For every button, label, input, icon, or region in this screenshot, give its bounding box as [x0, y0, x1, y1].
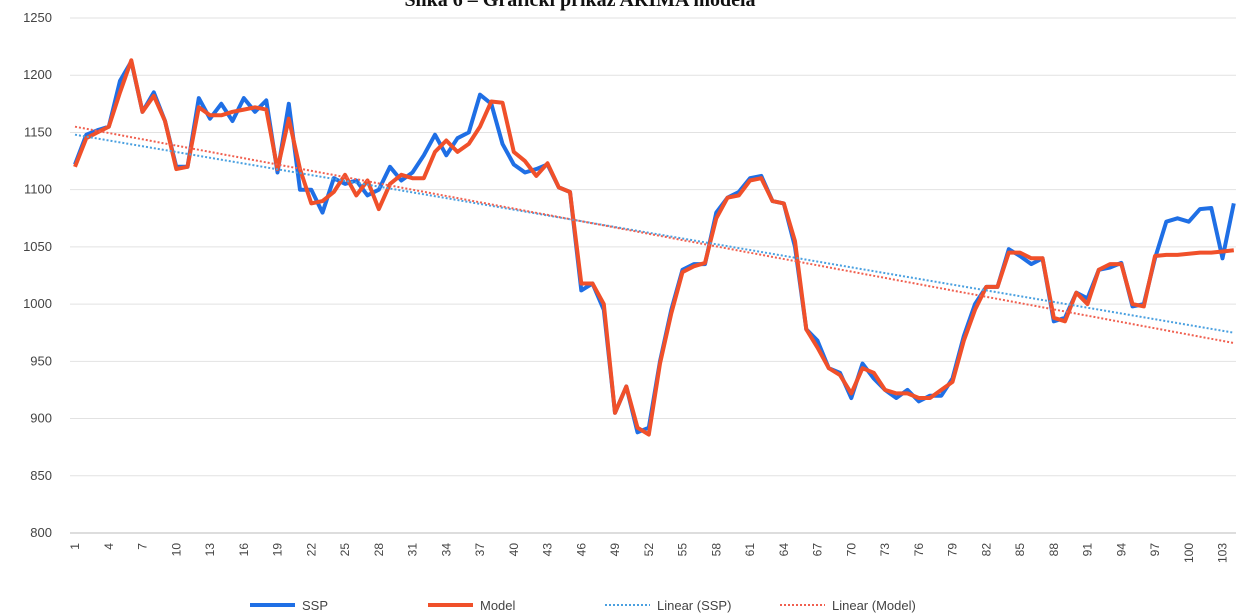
x-tick-label: 94	[1114, 543, 1128, 557]
x-tick-label: 49	[608, 543, 622, 557]
x-tick-label: 37	[473, 543, 487, 557]
legend-label: Linear (Model)	[832, 598, 916, 613]
y-tick-label: 1150	[24, 124, 52, 139]
x-tick-label: 91	[1081, 543, 1095, 557]
y-tick-label: 850	[30, 468, 52, 483]
series-line	[73, 58, 1235, 437]
x-tick-label: 103	[1216, 543, 1230, 563]
x-tick-label: 4	[102, 543, 116, 550]
x-tick-label: 25	[338, 543, 352, 557]
x-tick-label: 97	[1148, 543, 1162, 557]
x-tick-label: 7	[136, 543, 150, 550]
x-tick-label: 28	[372, 543, 386, 557]
chart-title: Slika 6 – Grafički prikaz ARIMA modela	[404, 0, 755, 11]
legend-label: Linear (SSP)	[657, 598, 731, 613]
x-tick-label: 82	[979, 543, 993, 557]
x-tick-label: 85	[1013, 543, 1027, 557]
x-tick-label: 70	[844, 543, 858, 557]
y-tick-label: 1250	[23, 10, 52, 25]
x-tick-label: 73	[878, 543, 892, 557]
legend-label: Model	[480, 598, 516, 613]
legend-label: SSP	[302, 598, 328, 613]
x-tick-label: 52	[642, 543, 656, 557]
y-tick-label: 1000	[23, 296, 52, 311]
x-tick-label: 19	[271, 543, 285, 557]
series-line	[74, 125, 1234, 344]
x-tick-label: 79	[946, 543, 960, 557]
y-tick-label: 950	[30, 353, 52, 368]
series-line	[74, 133, 1234, 334]
y-tick-label: 1050	[23, 239, 52, 254]
y-tick-label: 900	[30, 411, 52, 426]
x-tick-label: 67	[811, 543, 825, 557]
x-tick-label: 34	[439, 543, 453, 557]
x-tick-label: 13	[203, 543, 217, 557]
x-tick-label: 100	[1182, 543, 1196, 563]
x-tick-label: 64	[777, 543, 791, 557]
y-tick-label: 800	[30, 525, 52, 540]
x-tick-label: 76	[912, 543, 926, 557]
y-tick-label: 1100	[24, 182, 52, 197]
x-tick-label: 61	[743, 543, 757, 557]
x-tick-label: 1	[68, 543, 82, 550]
x-tick-label: 55	[676, 543, 690, 557]
x-tick-label: 31	[406, 543, 420, 557]
x-tick-label: 88	[1047, 543, 1061, 557]
y-tick-label: 1200	[23, 67, 52, 82]
x-tick-label: 58	[709, 543, 723, 557]
x-tick-label: 10	[169, 543, 183, 557]
x-tick-label: 43	[541, 543, 555, 557]
x-tick-label: 46	[574, 543, 588, 557]
x-tick-label: 16	[237, 543, 251, 557]
x-tick-label: 22	[304, 543, 318, 557]
x-tick-label: 40	[507, 543, 521, 557]
